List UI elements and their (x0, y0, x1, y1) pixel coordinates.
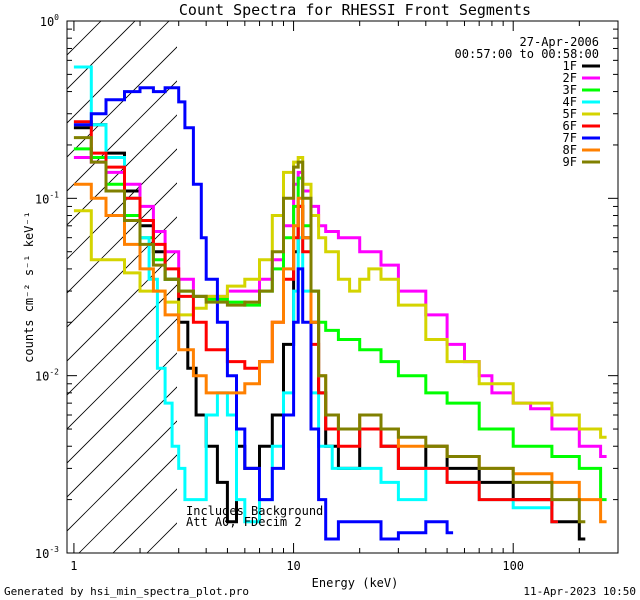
series-line-2F (73, 156, 607, 458)
x-tick-label: 100 (502, 559, 524, 573)
legend-label-7F: 7F (563, 131, 577, 145)
legend-label-2F: 2F (563, 71, 577, 85)
hatch-line (67, 216, 177, 328)
hatch-line (67, 352, 177, 464)
series-line-9F (73, 136, 586, 524)
series-line-7F (73, 86, 454, 541)
y-tick-label: 10-1 (35, 190, 59, 206)
legend-label-3F: 3F (563, 83, 577, 97)
hatch-line (249, 0, 640, 553)
x-tick-label: 1 (70, 559, 77, 573)
chart-title: Count Spectra for RHESSI Front Segments (179, 1, 531, 19)
plot-frame (66, 20, 619, 554)
hatch-line (67, 182, 177, 294)
hatch-line (67, 21, 136, 90)
legend-label-1F: 1F (563, 59, 577, 73)
legend-label-8F: 8F (563, 143, 577, 157)
hatch-line (67, 21, 170, 124)
x-tick-label: 10 (286, 559, 300, 573)
hatch-line (67, 21, 102, 56)
hatch-line (112, 488, 177, 553)
series-line-3F (73, 147, 607, 502)
series-line-6F (73, 120, 558, 524)
hatch-line (67, 114, 177, 226)
hatch-line (67, 420, 177, 532)
hatch-line (67, 46, 177, 158)
y-axis: 100 10-1 10-2 10-3 (35, 13, 618, 561)
series-line-4F (73, 65, 558, 524)
annotation-attenuator: Att A0, FDecim 2 (186, 515, 302, 529)
x-axis-label: Energy (keV) (312, 576, 399, 590)
hatch-line (67, 386, 177, 498)
hatch-line (67, 284, 177, 396)
series-layer (73, 65, 607, 541)
hatch-line (78, 454, 177, 553)
footer-timestamp: 11-Apr-2023 10:50 (523, 585, 636, 598)
footer-generated-by: Generated by hsi_min_spectra_plot.pro (4, 585, 249, 598)
legend-label-4F: 4F (563, 95, 577, 109)
y-tick-label: 100 (40, 13, 59, 29)
hatch-line (0, 0, 101, 553)
annotation-background: Includes Background (186, 504, 323, 518)
y-tick-label: 10-3 (35, 545, 59, 561)
x-axis: 1 10 100 (70, 21, 619, 573)
y-tick-label: 10-2 (35, 368, 59, 384)
y-axis-label: counts cm⁻² s⁻¹ keV⁻¹ (22, 211, 36, 363)
time-range: 00:57:00 to 00:58:00 (455, 47, 600, 61)
legend-label-9F: 9F (563, 155, 577, 169)
legend-label-6F: 6F (563, 119, 577, 133)
legend-label-5F: 5F (563, 107, 577, 121)
observation-date: 27-Apr-2006 (520, 35, 599, 49)
hatch-line (67, 148, 177, 260)
series-line-5F (73, 156, 607, 439)
